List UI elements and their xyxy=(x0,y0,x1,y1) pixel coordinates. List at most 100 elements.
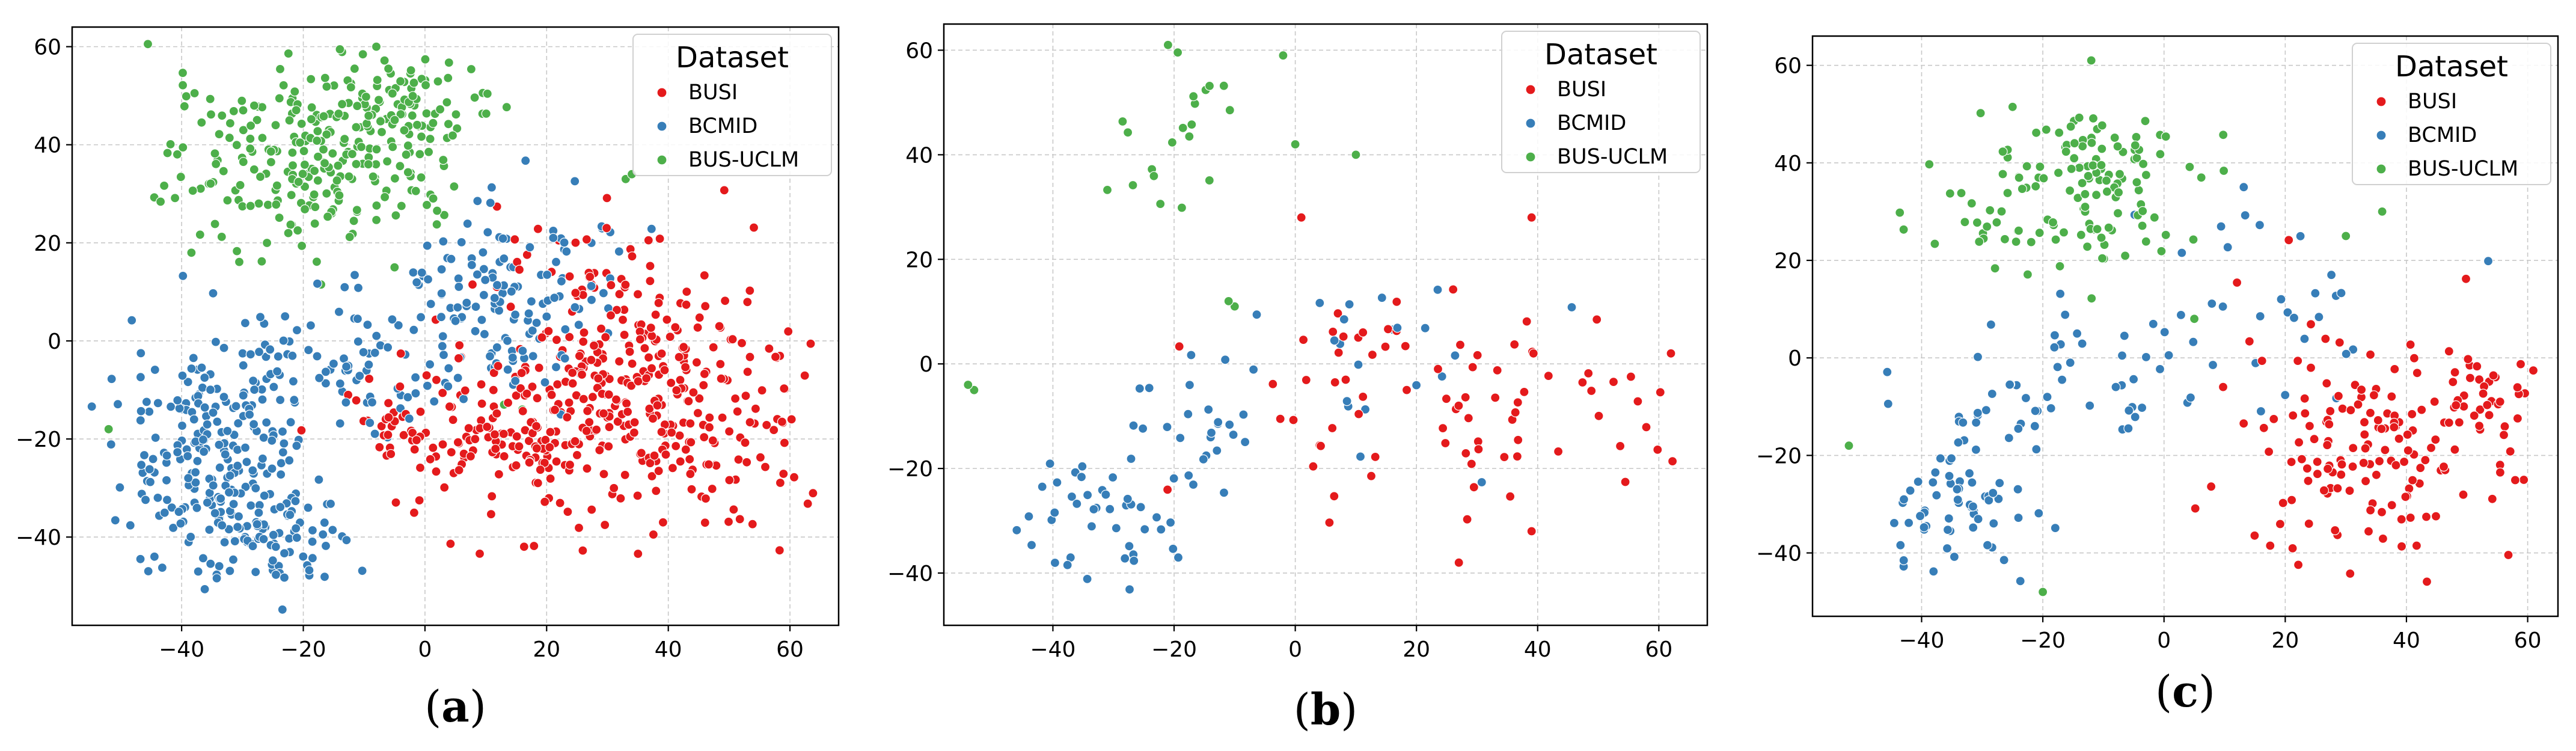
point-bcmid xyxy=(1999,555,2009,565)
point-bcmid xyxy=(1971,417,1981,428)
point-busi xyxy=(685,454,695,464)
point-bcmid xyxy=(2050,523,2060,533)
point-bcmid xyxy=(1971,444,1981,455)
x-tick-label: 40 xyxy=(655,637,682,662)
point-busi xyxy=(585,272,595,282)
point-bcmid xyxy=(276,458,286,468)
point-bcmid xyxy=(1915,511,1926,521)
legend-label-busi: BUSI xyxy=(688,81,738,105)
point-bcmid xyxy=(1037,482,1047,492)
x-tick-label: 0 xyxy=(418,637,432,662)
point-busi xyxy=(549,405,560,415)
point-bcmid xyxy=(168,523,179,533)
point-busi xyxy=(438,388,448,398)
point-bus-uclm xyxy=(1219,81,1229,91)
point-bcmid xyxy=(259,432,269,443)
point-bcmid xyxy=(444,363,454,373)
point-busi xyxy=(446,447,456,458)
point-bcmid xyxy=(1101,489,1111,500)
point-bcmid xyxy=(1050,507,1060,518)
point-bcmid xyxy=(240,443,251,453)
point-busi xyxy=(2376,507,2387,517)
point-bcmid xyxy=(110,515,120,526)
point-bus-uclm xyxy=(165,139,176,149)
point-bcmid xyxy=(471,302,481,312)
point-bus-uclm xyxy=(272,180,282,191)
point-bus-uclm xyxy=(368,171,378,182)
point-bus-uclm xyxy=(421,108,432,118)
point-busi xyxy=(2417,405,2427,415)
point-bcmid xyxy=(467,260,477,270)
point-bcmid xyxy=(312,351,322,361)
point-bcmid xyxy=(257,394,268,405)
point-bcmid xyxy=(2218,301,2228,311)
point-busi xyxy=(1513,435,1523,445)
point-bus-uclm xyxy=(2087,293,2097,304)
point-bcmid xyxy=(275,502,286,512)
point-busi xyxy=(522,388,532,399)
point-bcmid xyxy=(1128,420,1139,431)
point-bcmid xyxy=(255,312,266,322)
point-busi xyxy=(604,441,614,452)
point-busi xyxy=(2358,458,2369,468)
point-busi xyxy=(587,392,598,402)
point-bcmid xyxy=(341,535,352,545)
point-busi xyxy=(2510,475,2520,485)
point-bus-uclm xyxy=(1990,263,2000,274)
point-bcmid xyxy=(257,453,268,464)
point-busi xyxy=(1341,375,1351,385)
point-busi xyxy=(2309,434,2319,444)
point-bcmid xyxy=(251,483,261,494)
point-bus-uclm xyxy=(2113,208,2123,218)
y-tick-label: 0 xyxy=(919,352,933,377)
point-busi xyxy=(2488,370,2498,381)
point-bus-uclm xyxy=(2082,242,2093,252)
point-bcmid xyxy=(177,420,188,431)
point-bus-uclm xyxy=(2141,236,2151,247)
point-bcmid xyxy=(161,475,172,485)
point-bcmid xyxy=(202,497,212,508)
point-busi xyxy=(465,451,476,462)
point-busi xyxy=(2458,489,2468,500)
point-bcmid xyxy=(2015,576,2025,586)
point-bcmid xyxy=(2052,362,2063,372)
point-bcmid xyxy=(510,310,521,320)
point-busi xyxy=(586,355,596,365)
point-bcmid xyxy=(1895,540,1906,550)
legend-title: Dataset xyxy=(676,41,789,75)
point-busi xyxy=(699,380,709,390)
point-bcmid xyxy=(2141,352,2151,363)
point-bcmid xyxy=(1972,408,1983,418)
point-bcmid xyxy=(542,311,552,322)
point-bus-uclm xyxy=(470,93,480,103)
point-busi xyxy=(568,378,578,388)
point-bcmid xyxy=(2207,360,2218,370)
point-bus-uclm xyxy=(225,118,235,129)
point-bcmid xyxy=(1082,490,1093,500)
point-bcmid xyxy=(1932,490,1942,500)
point-busi xyxy=(2394,434,2404,444)
point-busi xyxy=(1162,485,1173,495)
point-busi xyxy=(2371,470,2381,480)
point-bus-uclm xyxy=(1998,169,2008,179)
point-busi xyxy=(463,423,474,434)
point-bcmid xyxy=(340,282,350,292)
point-bcmid xyxy=(202,419,212,430)
point-busi xyxy=(470,434,480,444)
point-busi xyxy=(1608,376,1619,387)
point-bus-uclm xyxy=(2053,168,2064,178)
point-bus-uclm xyxy=(2156,246,2167,256)
point-busi xyxy=(700,493,711,504)
point-bcmid xyxy=(222,426,233,436)
point-busi xyxy=(596,323,607,334)
point-busi xyxy=(2288,410,2298,421)
point-bcmid xyxy=(355,370,365,381)
point-busi xyxy=(1641,422,1651,432)
point-bcmid xyxy=(208,480,218,491)
point-bcmid xyxy=(141,397,151,407)
point-bus-uclm xyxy=(231,140,242,150)
point-bcmid xyxy=(1355,452,1366,462)
point-busi xyxy=(693,322,703,333)
point-busi xyxy=(724,475,735,485)
point-bcmid xyxy=(551,257,561,267)
